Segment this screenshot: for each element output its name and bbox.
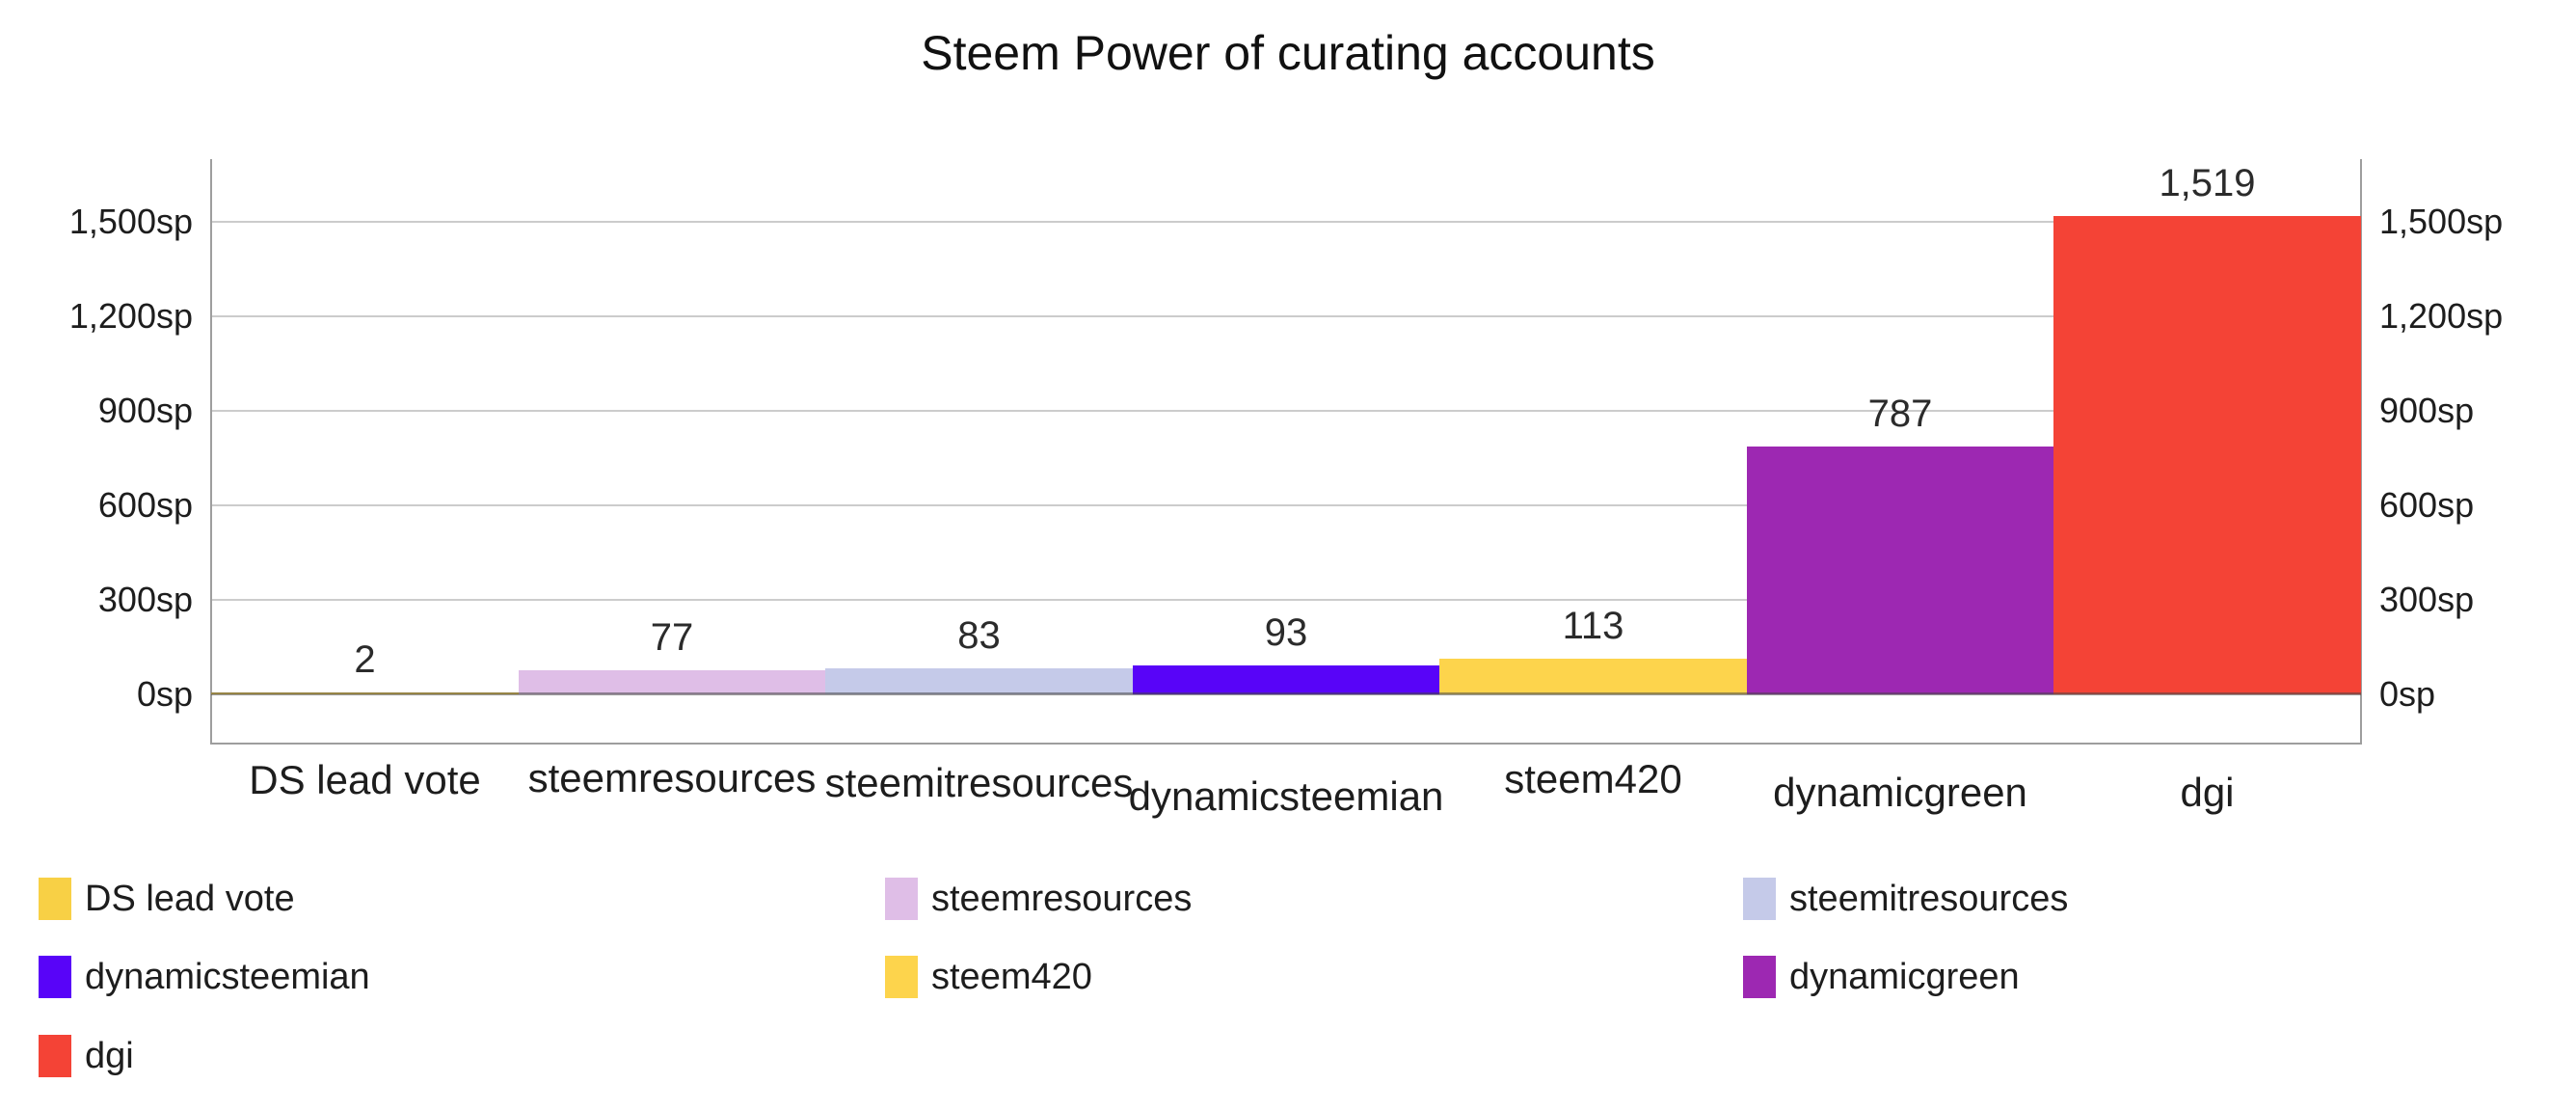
bar-steemitresources[interactable] (825, 668, 1133, 694)
x-label-dynamicsteemian: dynamicsteemian (1128, 773, 1444, 819)
gridline-300sp (211, 599, 2361, 601)
y-tick-left-1-200sp: 1,200sp (68, 296, 193, 336)
bar-steemresources[interactable] (519, 670, 825, 694)
legend-label-ds-lead-vote: DS lead vote (85, 879, 295, 919)
plot-border-left (210, 159, 212, 743)
bar-dgi[interactable] (2053, 216, 2361, 694)
legend-label-dynamicsteemian: dynamicsteemian (85, 957, 370, 997)
legend-swatch-steemitresources (1743, 878, 1776, 920)
value-label-dgi: 1,519 (2159, 162, 2256, 204)
legend-swatch-steemresources (885, 878, 918, 920)
legend-label-steemitresources: steemitresources (1789, 879, 2069, 919)
legend-label-steem420: steem420 (931, 957, 1092, 997)
plot-border-bottom (210, 743, 2362, 745)
bar-dynamicgreen[interactable] (1747, 447, 2053, 694)
x-label-steemresources: steemresources (527, 755, 817, 800)
gridline-1-500sp (211, 221, 2361, 223)
legend-swatch-dgi (39, 1035, 71, 1077)
legend-label-dgi: dgi (85, 1036, 134, 1076)
y-tick-right-1-500sp: 1,500sp (2379, 202, 2504, 241)
x-label-dgi: dgi (2180, 770, 2235, 815)
y-tick-right-0sp: 0sp (2379, 674, 2436, 714)
y-tick-right-900sp: 900sp (2379, 391, 2475, 430)
y-tick-left-300sp: 300sp (97, 580, 193, 619)
value-label-steemitresources: 83 (957, 614, 1001, 657)
x-label-dynamicgreen: dynamicgreen (1773, 770, 2027, 815)
gridline-1-200sp (211, 315, 2361, 317)
chart-title: Steem Power of curating accounts (921, 26, 1655, 80)
value-label-steem420: 113 (1562, 605, 1624, 647)
x-label-steemitresources: steemitresources (824, 760, 1134, 805)
legend-swatch-steem420 (885, 956, 918, 998)
legend-label-dynamicgreen: dynamicgreen (1789, 957, 2020, 997)
y-tick-left-1-500sp: 1,500sp (68, 202, 193, 241)
legend-swatch-dynamicsteemian (39, 956, 71, 998)
y-tick-left-900sp: 900sp (97, 391, 193, 430)
y-tick-left-600sp: 600sp (97, 485, 193, 525)
value-label-steemresources: 77 (650, 616, 694, 659)
y-tick-right-1-200sp: 1,200sp (2379, 296, 2504, 336)
legend-label-steemresources: steemresources (931, 879, 1193, 919)
plot-border-right (2360, 159, 2362, 743)
gridline-900sp (211, 410, 2361, 412)
bar-dynamicsteemian[interactable] (1133, 665, 1439, 694)
x-label-ds-lead-vote: DS lead vote (249, 757, 481, 802)
legend-swatch-ds-lead-vote (39, 878, 71, 920)
x-label-steem420: steem420 (1504, 756, 1682, 801)
legend-swatch-dynamicgreen (1743, 956, 1776, 998)
value-label-dynamicgreen: 787 (1867, 393, 1933, 435)
y-tick-left-0sp: 0sp (136, 674, 193, 714)
bar-steem420[interactable] (1439, 659, 1747, 694)
value-label-ds-lead-vote: 2 (354, 638, 376, 681)
y-tick-right-300sp: 300sp (2379, 580, 2475, 619)
y-tick-right-600sp: 600sp (2379, 485, 2475, 525)
gridline-600sp (211, 504, 2361, 506)
value-label-dynamicsteemian: 93 (1264, 611, 1308, 654)
zero-baseline (211, 692, 2361, 695)
